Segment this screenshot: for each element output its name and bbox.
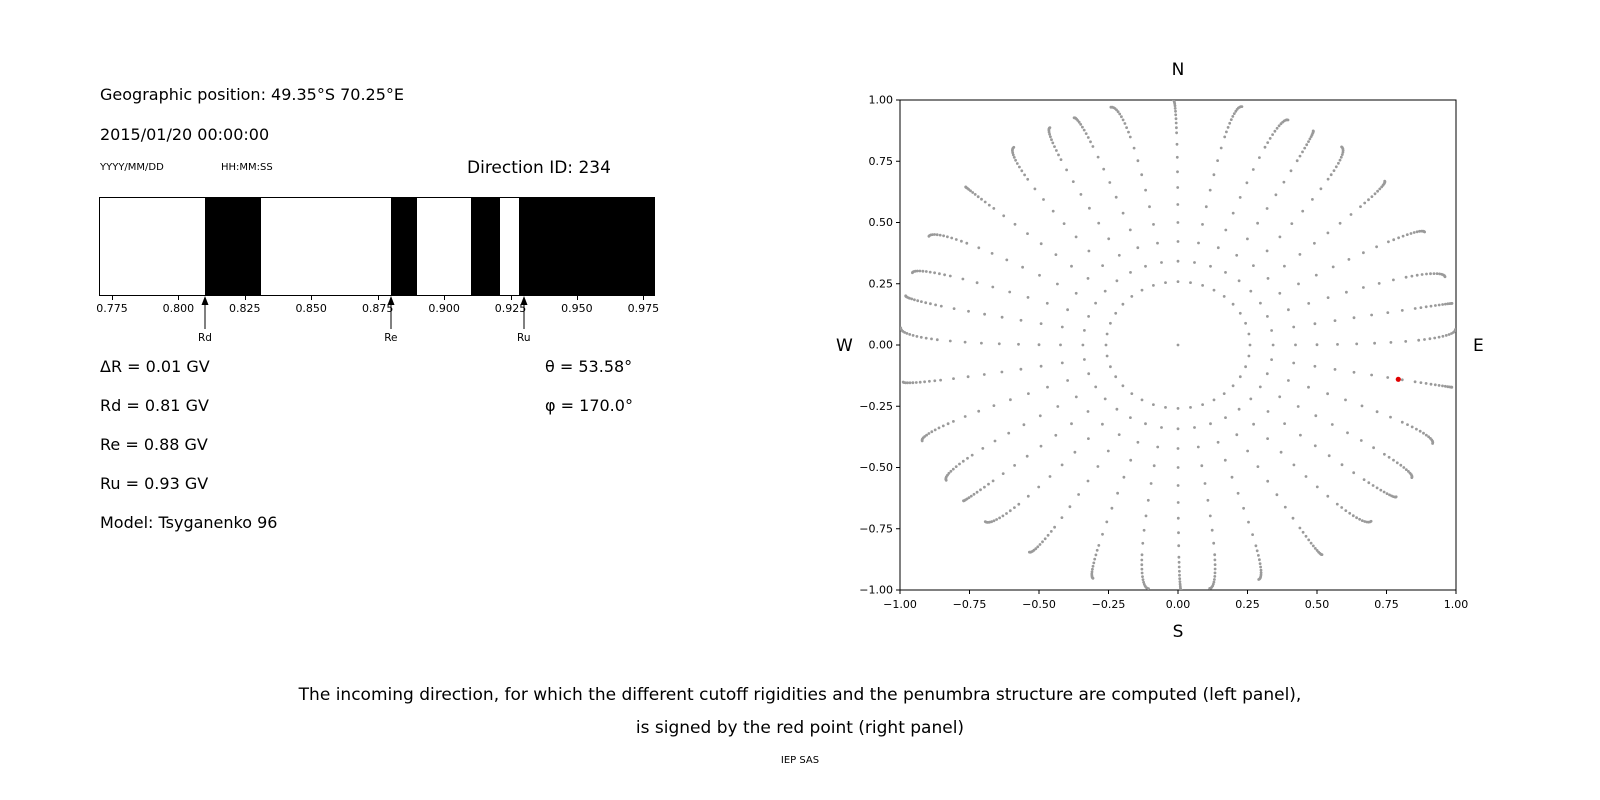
- x-tick-mark: [112, 296, 113, 300]
- y-tick-label: 0.50: [869, 216, 894, 229]
- model-text: Model: Tsyganenko 96: [100, 513, 278, 532]
- penumbra-band: [205, 198, 261, 295]
- geographic-position-text: Geographic position: 49.35°S 70.25°E: [100, 85, 405, 104]
- penumbra-plot-area: [99, 197, 655, 296]
- time-format-label: HH:MM:SS: [221, 162, 273, 173]
- x-tick-label: 0.850: [295, 302, 327, 315]
- cutoff-marker-ru: Ru: [509, 296, 539, 344]
- x-tick-label: 0.50: [1305, 598, 1330, 611]
- y-tick-label: −0.50: [859, 461, 893, 474]
- y-tick-label: 0.25: [869, 277, 894, 290]
- x-tick-label: 0.975: [627, 302, 660, 315]
- x-tick-mark: [444, 296, 446, 300]
- cutoff-marker-label: Rd: [198, 332, 212, 344]
- y-tick-label: 1.00: [869, 95, 894, 107]
- caption-line-2: is signed by the red point (right panel): [635, 718, 965, 738]
- x-tick-label: 0.825: [229, 302, 261, 315]
- compass-west-label: W: [836, 336, 853, 356]
- x-tick-mark: [311, 296, 313, 300]
- cutoff-marker-re: Re: [376, 296, 406, 344]
- x-tick-label: −0.25: [1092, 598, 1126, 611]
- rd-text: Rd = 0.81 GV: [100, 396, 209, 415]
- datetime-text: 2015/01/20 00:00:00: [100, 125, 270, 144]
- x-tick-mark: [244, 296, 246, 300]
- x-tick-label: 0.775: [96, 302, 128, 315]
- penumbra-band: [390, 198, 418, 295]
- y-tick-label: −1.00: [859, 584, 893, 597]
- x-tick-label: 0.75: [1374, 598, 1399, 611]
- selected-direction-red-point: [1395, 376, 1401, 382]
- delta-r-text: ΔR = 0.01 GV: [100, 357, 210, 376]
- cutoff-marker-label: Re: [384, 332, 398, 344]
- x-tick-label: 0.25: [1235, 598, 1260, 611]
- cutoff-marker-rd: Rd: [190, 296, 220, 344]
- x-tick-label: −0.50: [1022, 598, 1056, 611]
- x-tick-label: −1.00: [883, 598, 917, 611]
- ru-text: Ru = 0.93 GV: [100, 474, 209, 493]
- credit-text: IEP SAS: [780, 755, 820, 766]
- y-tick-label: −0.75: [859, 522, 893, 535]
- compass-east-label: E: [1473, 336, 1484, 356]
- penumbra-chart: 0.775 0.800 0.825 0.850 0.875 0.900 0.925 0.950…: [96, 197, 659, 357]
- caption-line-1: The incoming direction, for which the di…: [298, 685, 1302, 705]
- arrow-up-icon: [387, 296, 395, 329]
- incoming-direction-map: −1.00 −0.75 −0.50 −0.25 0.00 0.25 0.50 0.75 1.00…: [859, 95, 1469, 611]
- y-tick-label: 0.75: [869, 155, 894, 168]
- penumbra-band: [470, 198, 500, 295]
- cutoff-marker-label: Ru: [517, 332, 531, 344]
- x-tick-label: 0.800: [162, 302, 195, 315]
- x-tick-mark: [178, 296, 180, 300]
- re-text: Re = 0.88 GV: [100, 435, 208, 454]
- x-tick-mark: [377, 296, 379, 300]
- direction-grid-dots: [900, 100, 1456, 590]
- theta-text: θ = 53.58°: [545, 357, 633, 376]
- x-tick-label: 0.925: [494, 302, 527, 315]
- penumbra-band: [518, 198, 654, 295]
- compass-north-label: N: [1171, 60, 1185, 80]
- x-tick-label: 0.950: [561, 302, 593, 315]
- y-tick-label: 0.00: [869, 339, 894, 352]
- x-tick-label: 0.875: [361, 302, 394, 315]
- arrow-up-icon: [201, 296, 209, 329]
- arrow-up-icon: [520, 296, 528, 329]
- date-format-label: YYYY/MM/DD: [100, 162, 164, 173]
- y-tick-label: −0.25: [859, 400, 893, 413]
- x-tick-label: 1.00: [1444, 598, 1469, 611]
- x-tick-label: −0.75: [953, 598, 987, 611]
- x-tick-mark: [643, 296, 645, 300]
- x-tick-label: 0.900: [428, 302, 460, 315]
- x-tick-label: 0.00: [1166, 598, 1191, 611]
- x-tick-mark: [576, 296, 578, 300]
- compass-south-label: S: [1172, 622, 1184, 642]
- direction-id-text: Direction ID: 234: [467, 158, 611, 178]
- x-tick-mark: [510, 296, 512, 300]
- phi-text: φ = 170.0°: [545, 396, 633, 415]
